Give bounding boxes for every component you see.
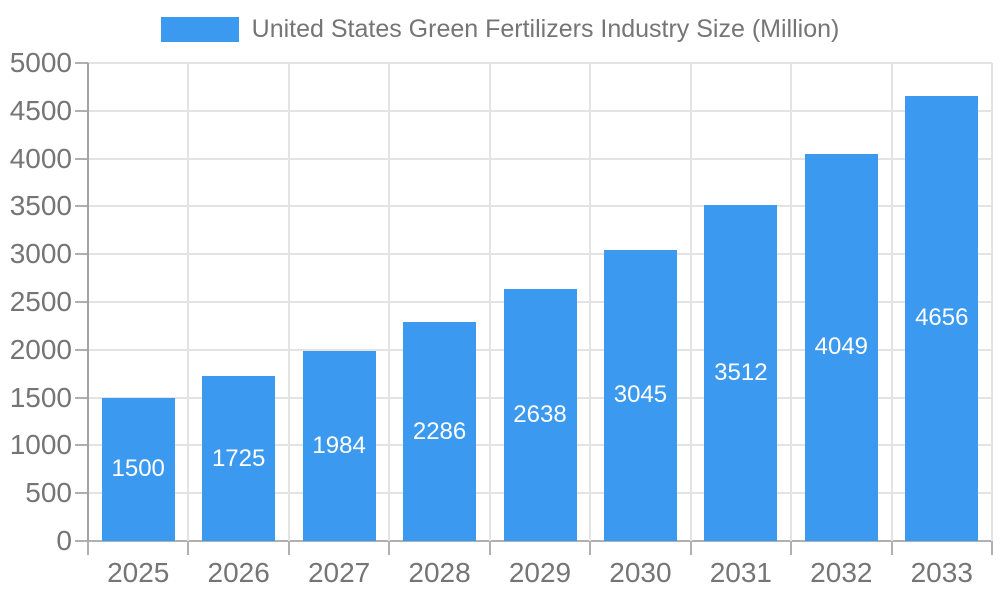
y-tick-label: 3500	[9, 190, 72, 222]
legend-swatch	[160, 16, 239, 42]
y-tick-label: 0	[56, 525, 72, 556]
gridline-horizontal	[88, 157, 992, 160]
gridline-horizontal	[88, 62, 992, 64]
chart-title: United States Green Fertilizers Industry…	[251, 14, 840, 43]
bar-value-label: 1984	[312, 432, 366, 460]
x-axis-tick	[589, 541, 592, 555]
bar-value-label: 2286	[412, 417, 467, 445]
x-axis-tick	[287, 541, 290, 555]
bar: 1500	[101, 397, 175, 541]
bar: 1984	[302, 351, 376, 541]
bar: 2638	[503, 288, 577, 541]
x-tick-label: 2029	[508, 557, 572, 588]
x-axis-tick	[790, 541, 793, 555]
x-axis-tick	[388, 541, 391, 555]
gridline-vertical	[589, 63, 592, 541]
x-axis-tick	[187, 541, 190, 555]
bar: 2286	[403, 322, 477, 541]
y-tick-label: 4500	[9, 94, 72, 126]
y-axis-line	[87, 63, 89, 541]
bar-value-label: 2638	[513, 400, 567, 428]
gridline-horizontal	[88, 253, 992, 256]
bar-value-label: 1500	[111, 455, 165, 483]
bar: 4656	[905, 95, 979, 541]
gridline-vertical	[187, 63, 190, 541]
gridline-vertical	[388, 63, 391, 541]
bar: 3045	[603, 249, 677, 541]
x-axis-tick	[890, 541, 893, 555]
x-axis-tick	[689, 541, 692, 555]
y-axis-tick	[75, 444, 88, 447]
x-axis-tick	[991, 541, 993, 555]
x-tick-label: 2030	[609, 557, 672, 588]
x-tick-label: 2033	[910, 557, 973, 588]
y-axis-tick	[75, 396, 88, 399]
y-axis-tick	[75, 301, 88, 303]
gridline-horizontal	[88, 109, 992, 112]
x-tick-label: 2027	[307, 557, 371, 588]
bar-value-label: 1725	[211, 444, 266, 472]
x-axis-baseline	[88, 540, 992, 542]
bar: 3512	[704, 205, 778, 541]
bar-value-label: 4049	[814, 333, 869, 361]
y-axis-tick	[75, 540, 88, 542]
x-tick-label: 2028	[408, 557, 471, 588]
x-axis-tick	[87, 541, 89, 555]
y-axis-tick	[75, 157, 88, 160]
x-axis-tick	[488, 541, 491, 555]
y-tick-label: 2500	[9, 286, 72, 317]
y-tick-label: 1000	[9, 429, 72, 461]
gridline-horizontal	[88, 205, 992, 208]
y-tick-label: 3000	[9, 238, 72, 270]
bar-value-label: 4656	[915, 304, 969, 332]
gridline-vertical	[689, 63, 692, 541]
y-axis-tick	[75, 348, 88, 351]
gridline-vertical	[991, 63, 993, 541]
y-tick-label: 1500	[9, 381, 72, 413]
y-tick-label: 500	[25, 477, 72, 509]
y-axis-tick	[75, 109, 88, 112]
x-tick-label: 2032	[810, 557, 873, 588]
y-axis-tick	[75, 205, 88, 208]
y-axis-tick	[75, 62, 88, 64]
bar-value-label: 3045	[613, 381, 668, 409]
y-axis-tick	[75, 492, 88, 495]
bar: 1725	[202, 376, 276, 541]
bar-value-label: 3512	[714, 359, 768, 387]
x-tick-label: 2025	[107, 557, 170, 588]
bar: 4049	[804, 153, 878, 541]
y-tick-label: 2000	[9, 333, 72, 365]
y-tick-label: 4000	[9, 142, 72, 174]
x-tick-label: 2031	[709, 557, 773, 588]
x-tick-label: 2026	[207, 557, 270, 588]
gridline-vertical	[890, 63, 893, 541]
gridline-vertical	[488, 63, 491, 541]
chart-legend: United States Green Fertilizers Industry…	[0, 15, 1000, 43]
y-axis-tick	[75, 253, 88, 256]
y-tick-label: 5000	[9, 47, 72, 78]
gridline-vertical	[287, 63, 290, 541]
gridline-vertical	[790, 63, 793, 541]
